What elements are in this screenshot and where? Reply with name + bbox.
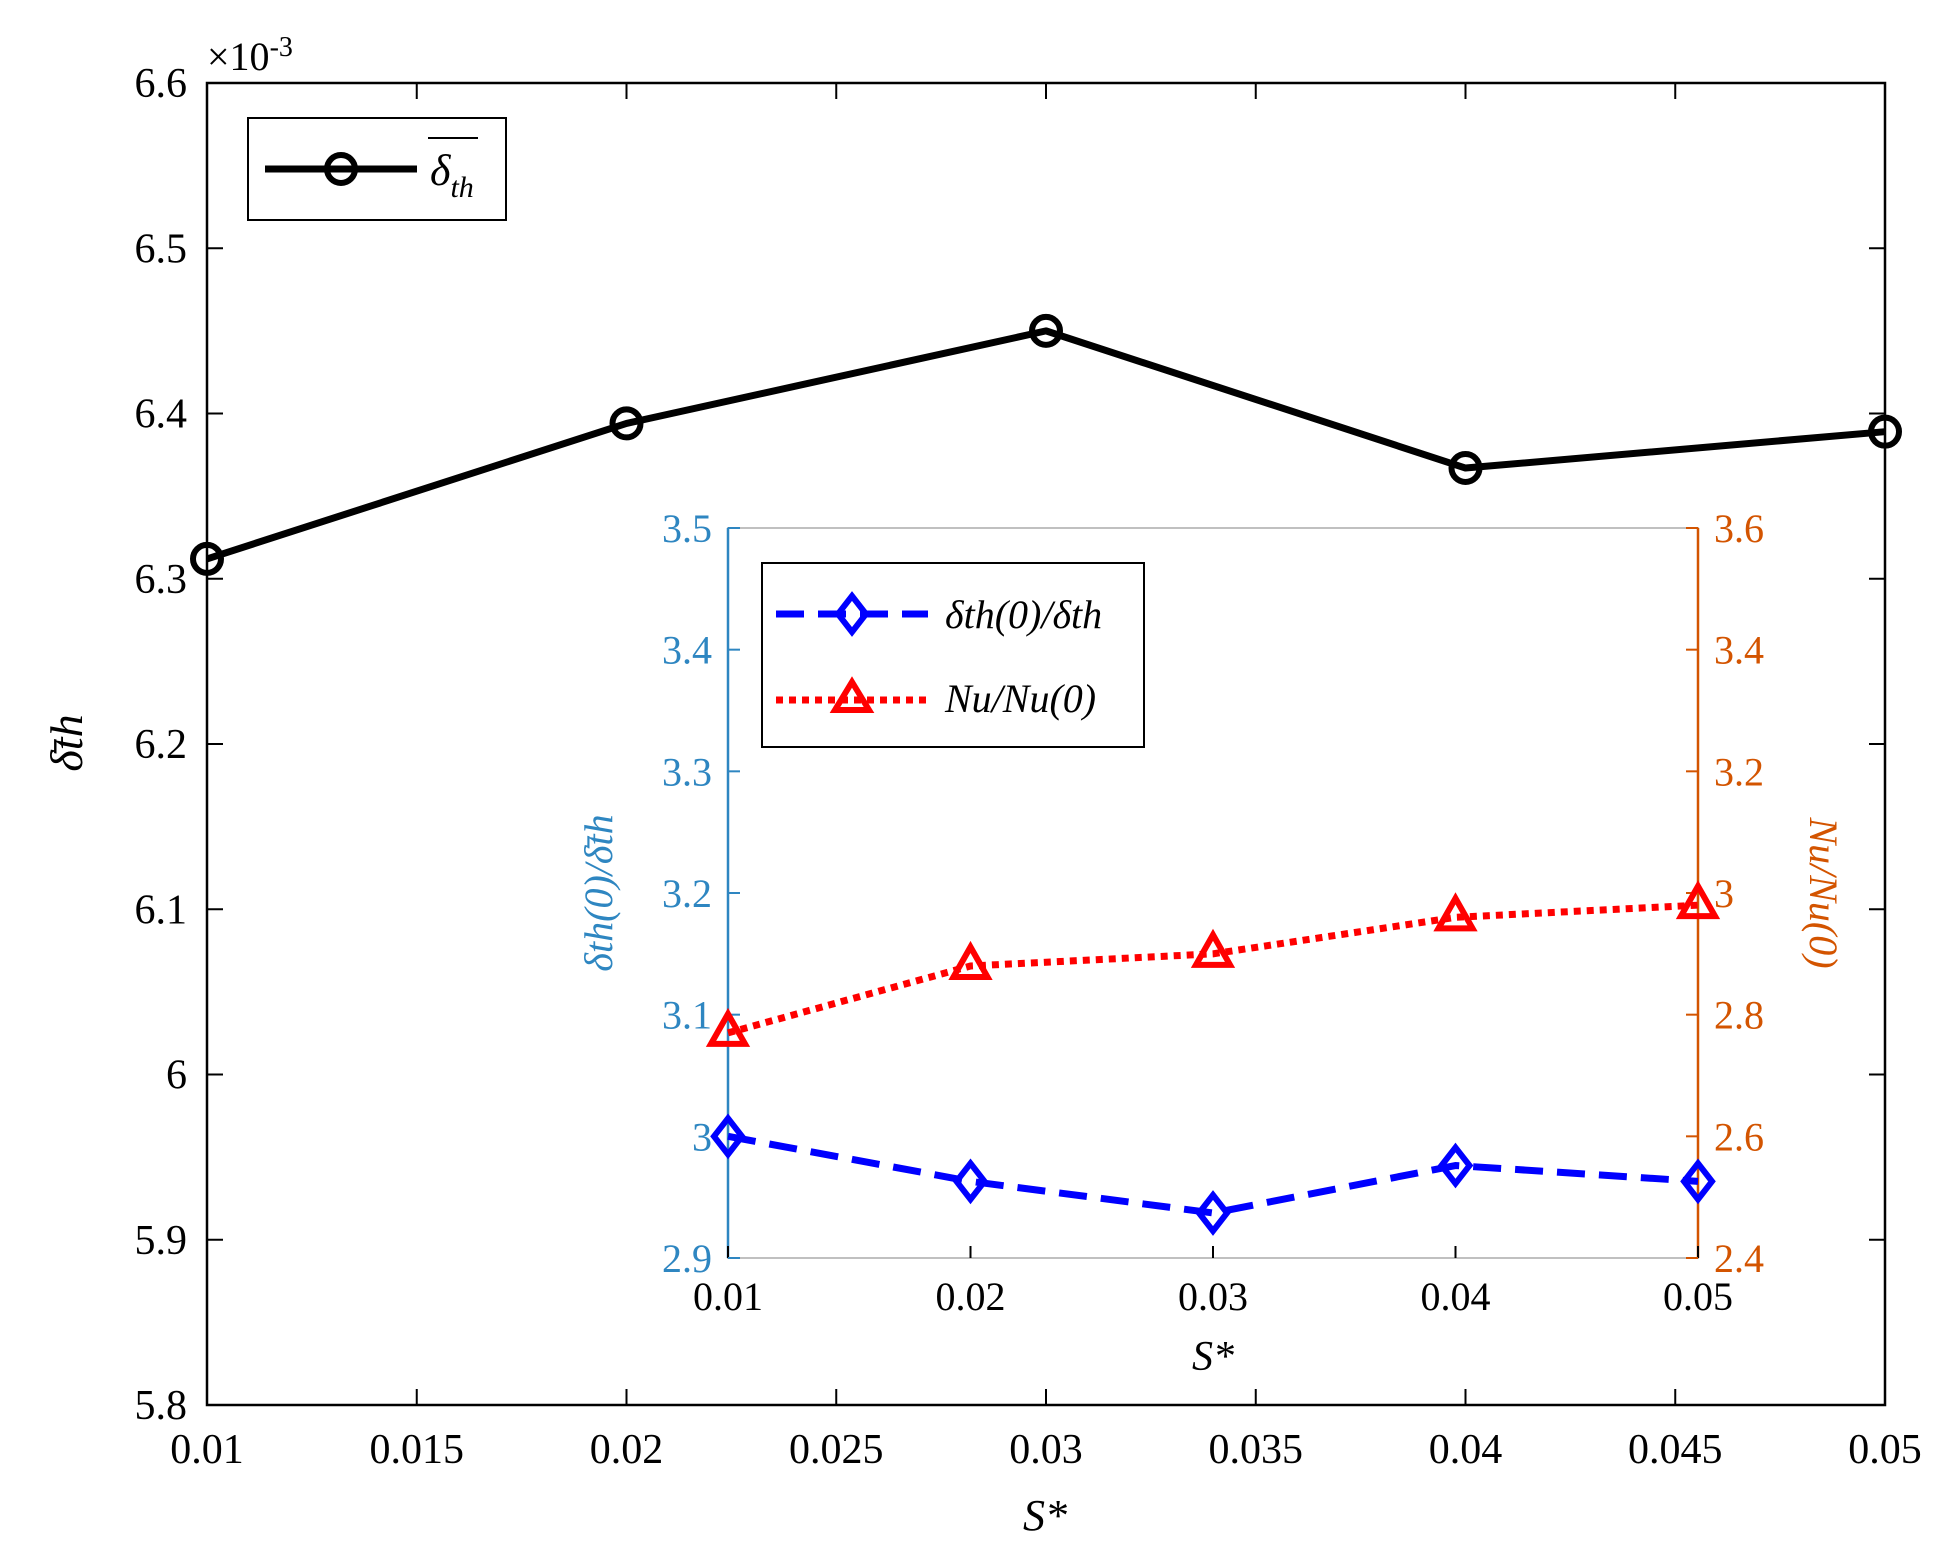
- inset-legend-marker-triangle: [829, 676, 875, 713]
- inset-plot: 0.01 0.02 0.03 0.04 0.05 2.9 3 3.1 3.2 3.3 3.4 3.5…: [576, 506, 1846, 1380]
- main-x-tick-label: 0.015: [370, 1427, 465, 1473]
- main-x-tick-label: 0.04: [1429, 1427, 1503, 1473]
- main-data-point: [1448, 451, 1483, 486]
- inset-right-tick-label: 3.4: [1714, 628, 1764, 673]
- inset-legend-label-delta: δth(0)/δth: [945, 592, 1102, 637]
- main-y-tick-label: 6: [166, 1053, 187, 1099]
- main-y-tick-label: 6.1: [135, 887, 188, 933]
- main-x-tick-label: 0.05: [1848, 1427, 1922, 1473]
- inset-right-tick-label: 3.6: [1714, 506, 1764, 551]
- main-ticks: [206, 82, 1886, 1406]
- main-series: [190, 313, 1902, 576]
- main-y-tick-label: 5.8: [135, 1383, 188, 1429]
- inset-right-tick-label: 2.6: [1714, 1114, 1764, 1159]
- inset-legend-box: [761, 562, 1145, 748]
- svg-text:Nu/Nu(0): Nu/Nu(0): [1801, 816, 1846, 968]
- main-y-tick-label: 5.9: [135, 1218, 188, 1264]
- main-legend-label: δth: [430, 146, 474, 204]
- inset-x-tick-label: 0.03: [1178, 1274, 1248, 1319]
- main-x-tick-label: 0.045: [1628, 1427, 1723, 1473]
- main-data-point: [1868, 414, 1902, 449]
- main-x-tick-label: 0.02: [590, 1427, 664, 1473]
- inset-data-point-diamond: [1680, 1158, 1716, 1205]
- inset-data-point-triangle: [705, 1007, 751, 1047]
- main-y-axis-label: δ̄th: [41, 714, 92, 771]
- inset-data-point-diamond: [710, 1113, 746, 1160]
- inset-series-line-triangle: [727, 901, 1699, 1037]
- inset-left-tick-label: 3.5: [662, 506, 712, 551]
- main-data-point: [609, 406, 644, 441]
- inset-data-point-triangle: [1433, 892, 1478, 932]
- main-data-point: [190, 541, 224, 576]
- inset-right-tick-label: 2.8: [1714, 993, 1764, 1038]
- inset-left-tick-label: 3: [692, 1114, 712, 1159]
- main-y-tick-label: 6.5: [135, 226, 188, 272]
- inset-left-tick-label: 3.4: [662, 628, 712, 673]
- inset-x-tick-label: 0.05: [1663, 1274, 1733, 1319]
- inset-left-tick-label: 3.1: [662, 993, 712, 1038]
- inset-left-tick-label: 2.9: [662, 1236, 712, 1281]
- main-y-tick-label: 6.3: [135, 557, 188, 603]
- inset-left-tick-label: 3.2: [662, 871, 712, 916]
- main-x-tick-labels: 0.01 0.015 0.02 0.025 0.03 0.035 0.04 0.045 0.05: [170, 1427, 1922, 1473]
- inset-data-point-triangle: [1675, 880, 1721, 920]
- inset-legend-marker-diamond: [834, 591, 870, 637]
- main-y-tick-labels: 5.8 5.9 6 6.1 6.2 6.3 6.4 6.5 6.6: [135, 61, 188, 1429]
- inset-left-tick-label: 3.3: [662, 749, 712, 794]
- inset-x-tick-label: 0.02: [936, 1274, 1006, 1319]
- main-y-tick-label: 6.6: [135, 61, 188, 107]
- inset-right-tick-label: 3.2: [1714, 749, 1764, 794]
- inset-x-axis-label: S*: [1192, 1334, 1234, 1380]
- svg-text:δth(0)/δ̄th: δth(0)/δ̄th: [576, 814, 621, 971]
- main-y-tick-label: 6.2: [135, 722, 188, 768]
- inset-data-point-diamond: [952, 1158, 989, 1205]
- inset-x-tick-labels: 0.01 0.02 0.03 0.04 0.05: [693, 1274, 1733, 1319]
- main-exponent-label: ×10-3: [207, 32, 293, 79]
- svg-text:δ̄th: δ̄th: [41, 714, 92, 771]
- main-y-tick-label: 6.4: [135, 392, 188, 438]
- inset-data-point-diamond: [1437, 1142, 1474, 1189]
- main-data-point: [1029, 313, 1063, 348]
- inset-legend-label-nu: Nu/Nu(0): [944, 676, 1096, 721]
- main-x-tick-label: 0.035: [1209, 1427, 1304, 1473]
- inset-left-tick-labels: 2.9 3 3.1 3.2 3.3 3.4 3.5: [662, 506, 712, 1281]
- inset-data-point-triangle: [948, 940, 993, 980]
- inset-right-tick-label: 2.4: [1714, 1236, 1764, 1281]
- inset-right-y-axis-label: Nu/Nu(0): [1801, 816, 1846, 968]
- main-legend-marker: [324, 152, 358, 186]
- inset-data-point-diamond: [1195, 1190, 1231, 1236]
- inset-series-line-diamond: [727, 1132, 1699, 1217]
- inset-x-tick-label: 0.01: [693, 1274, 763, 1319]
- inset-left-y-axis-label: δth(0)/δ̄th: [576, 814, 621, 971]
- main-x-tick-label: 0.01: [170, 1427, 244, 1473]
- main-x-axis-label: S*: [1023, 1491, 1067, 1540]
- inset-series: [705, 880, 1721, 1236]
- inset-legend: δth(0)/δth Nu/Nu(0): [761, 562, 1145, 748]
- inset-right-tick-label: 3: [1714, 871, 1734, 916]
- inset-x-tick-label: 0.04: [1421, 1274, 1491, 1319]
- inset-data-point-triangle: [1190, 928, 1236, 968]
- main-legend: δth: [247, 117, 507, 221]
- inset-right-tick-labels: 2.4 2.6 2.8 3 3.2 3.4 3.6: [1714, 506, 1764, 1281]
- main-x-tick-label: 0.025: [789, 1427, 884, 1473]
- main-series-line: [205, 327, 1886, 563]
- main-x-tick-label: 0.03: [1009, 1427, 1083, 1473]
